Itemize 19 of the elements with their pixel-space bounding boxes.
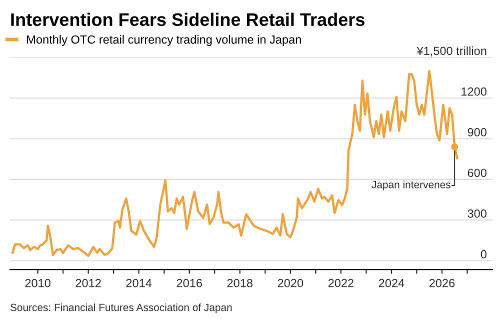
y-tick-label: 900 [468,128,486,136]
x-tick-label: 2012 [76,278,101,288]
x-tick-label: 2016 [176,278,202,288]
y-tick-label: 300 [468,209,486,218]
legend-label: Monthly OTC retail currency trading volume in Japan [27,35,301,46]
x-tick-label: 2024 [378,278,404,288]
source-note: Sources: Financial Futures Association of Japan [10,303,232,314]
chart-title: Intervention Fears Sideline Retail Traders [11,12,364,26]
y-tick-label: 1200 [462,87,486,96]
x-tick-label: 2014 [126,278,152,288]
x-tick-label: 2018 [227,278,252,288]
x-tick-label: 2026 [429,278,455,288]
y-tick-label: ¥1,500 trillion [416,46,486,56]
x-tick-label: 2022 [328,278,354,288]
x-tick-label: 2020 [278,278,304,288]
y-tick-label: 0 [480,250,486,258]
annotation: Japan intervenes [372,180,450,190]
y-tick-label: 600 [468,168,486,178]
x-tick-label: 2010 [25,278,50,288]
